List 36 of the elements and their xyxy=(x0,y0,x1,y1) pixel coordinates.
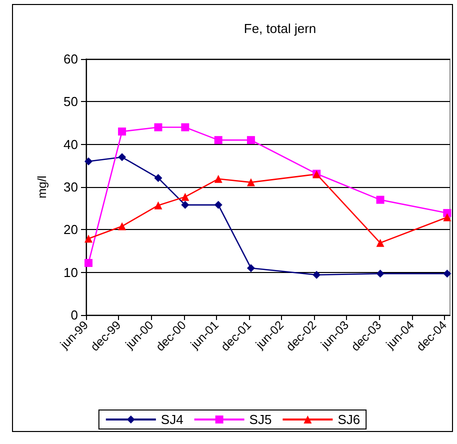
point xyxy=(181,123,190,132)
point xyxy=(246,136,255,144)
point xyxy=(118,153,126,162)
y-tick-label: 50 xyxy=(64,94,78,110)
point xyxy=(246,264,255,272)
point xyxy=(84,234,92,243)
point xyxy=(118,128,126,136)
y-tick-label: 20 xyxy=(64,222,78,238)
legend-label: SJ6 xyxy=(338,412,360,427)
legend-label: SJ4 xyxy=(160,412,184,427)
point xyxy=(214,174,222,183)
point xyxy=(154,123,162,132)
y-axis-title: mg/l xyxy=(35,176,49,198)
point xyxy=(181,192,190,201)
point xyxy=(214,200,222,209)
point xyxy=(154,174,162,182)
point xyxy=(118,222,126,230)
point xyxy=(154,201,162,210)
y-tick-label: 0 xyxy=(70,308,78,322)
y-tick-label: 10 xyxy=(64,264,78,280)
point xyxy=(181,200,190,209)
point xyxy=(84,258,92,267)
point xyxy=(214,136,222,144)
point xyxy=(84,157,92,166)
point xyxy=(443,270,452,278)
point xyxy=(443,213,452,222)
point xyxy=(312,270,321,279)
y-tick-label: 60 xyxy=(64,52,78,66)
legend-label: SJ5 xyxy=(249,412,272,427)
chart-title: Fe, total jern xyxy=(244,21,316,36)
point xyxy=(376,238,384,247)
y-tick-label: 40 xyxy=(64,136,78,152)
point xyxy=(246,178,255,186)
y-tick-label: 30 xyxy=(64,180,78,194)
point xyxy=(376,196,384,204)
point xyxy=(376,270,384,278)
